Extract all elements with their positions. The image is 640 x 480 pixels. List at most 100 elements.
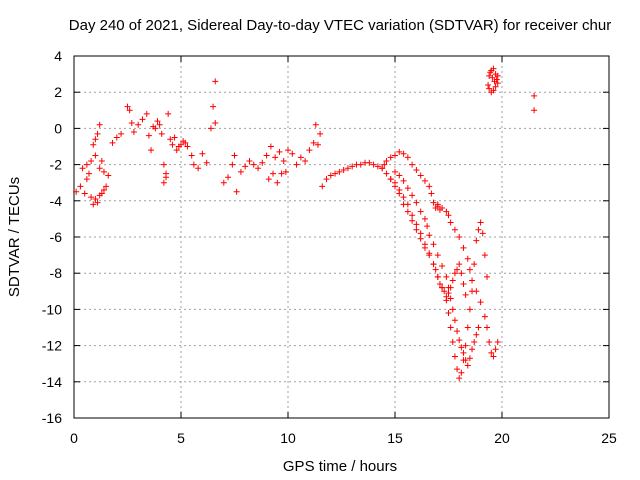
y-tick-label: 2 [54,84,62,100]
y-tick-label: 4 [54,48,62,64]
data-point [443,293,450,300]
data-point [178,141,184,148]
data-point [471,261,478,268]
data-point [231,152,238,159]
data-point [225,174,232,181]
data-point [314,141,321,148]
data-point [466,266,473,273]
data-point [265,176,272,183]
data-point [370,161,377,168]
data-point [434,252,441,259]
data-point [255,165,262,172]
data-point [349,163,356,170]
data-point [445,290,452,297]
data-point [489,74,496,81]
data-point [456,261,463,268]
y-tick-label: -4 [50,193,63,209]
data-point [171,134,178,141]
data-point [494,72,501,79]
data-point [195,165,202,172]
data-point [486,338,493,345]
data-point [392,152,398,159]
data-point [148,147,155,154]
data-point [306,147,313,154]
data-point [484,324,491,331]
data-point [278,170,285,177]
data-point [317,130,324,137]
y-tick-label: -2 [50,157,63,173]
data-point [473,331,480,338]
y-tick-label: 0 [54,120,62,136]
data-point [460,349,467,356]
data-point [188,152,195,159]
data-point [184,143,191,150]
data-point [302,157,309,164]
data-point [466,306,473,313]
data-point [267,143,274,150]
data-point [469,346,476,353]
data-point [447,219,454,226]
data-point [400,150,407,157]
data-point [259,159,266,166]
data-point [139,116,146,123]
data-point [199,150,206,157]
data-point [344,165,351,172]
data-point [92,152,99,159]
x-tick-label: 15 [387,430,403,446]
data-point [424,223,431,230]
data-point [126,107,133,114]
data-point [118,130,125,137]
data-point [96,165,103,172]
data-point [445,212,452,219]
data-point [152,125,159,132]
data-point [280,157,287,164]
data-point [458,344,465,351]
data-point [477,299,484,306]
data-point [451,317,458,324]
x-tick-label: 5 [177,430,185,446]
data-point [85,170,92,177]
data-point [94,199,101,206]
y-axis-label: SDTVAR / TECUs [6,177,23,297]
x-tick-label: 25 [601,430,617,446]
data-point [332,170,339,177]
grid-lines [74,56,609,418]
data-point [486,72,493,79]
data-point [485,81,492,88]
data-point [447,295,454,302]
data-point [421,215,428,222]
data-point [246,157,253,164]
data-point [312,121,319,128]
data-point [466,355,473,362]
data-point [383,170,390,177]
data-point [400,194,407,201]
data-point [392,168,398,175]
data-point [90,201,97,208]
data-point [250,161,257,168]
data-point [439,284,446,291]
data-point [404,154,411,161]
data-point [220,179,227,186]
data-point [242,163,249,170]
data-point [98,157,105,164]
y-tick-label: -8 [50,265,63,281]
data-point [473,237,480,244]
data-point [135,121,142,128]
data-point [400,201,407,208]
data-point [417,172,424,179]
data-point [92,136,99,143]
data-point [490,353,497,360]
data-point [165,110,172,117]
data-point [441,288,448,295]
data-point [443,208,450,215]
data-point [263,152,270,159]
data-point [479,230,486,237]
data-point [460,281,467,288]
data-point [357,161,364,168]
data-point [494,80,501,87]
data-point [531,107,538,114]
data-point [381,161,388,168]
data-point [92,195,99,202]
data-point [128,119,135,126]
